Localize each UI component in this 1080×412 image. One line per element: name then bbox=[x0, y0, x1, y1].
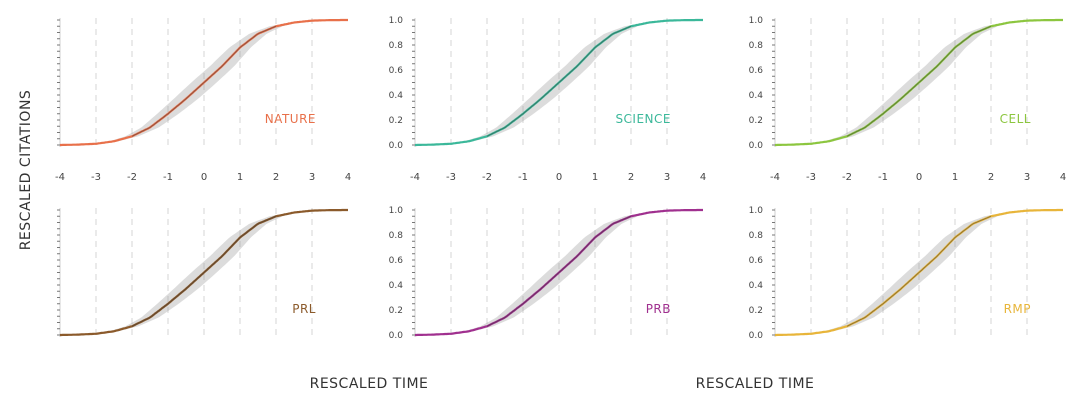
y-tick-label-prb: 0.0 bbox=[389, 331, 404, 341]
y-tick-label-rmp: 0.4 bbox=[749, 281, 764, 291]
x-tick-label-cell: -2 bbox=[842, 172, 852, 183]
x-tick-label-cell: 1 bbox=[952, 172, 958, 183]
y-tick-label-cell: 0.2 bbox=[749, 116, 763, 126]
y-tick-label-prb: 1.0 bbox=[389, 206, 404, 216]
series-core-rmp bbox=[846, 215, 992, 327]
x-tick-label-science: 4 bbox=[700, 172, 706, 183]
panel-prl: PRL bbox=[57, 208, 349, 337]
y-tick-label-cell: 0.0 bbox=[749, 141, 764, 151]
x-tick-label-nature: 2 bbox=[273, 172, 279, 183]
y-tick-label-rmp: 0.6 bbox=[749, 256, 764, 266]
x-tick-label-nature: 1 bbox=[237, 172, 243, 183]
x-tick-label-cell: -1 bbox=[878, 172, 888, 183]
y-tick-label-prb: 0.4 bbox=[389, 281, 404, 291]
x-tick-label-science: 0 bbox=[556, 172, 562, 183]
y-tick-label-rmp: 0.8 bbox=[749, 231, 764, 241]
x-tick-label-science: 2 bbox=[628, 172, 634, 183]
series-core-cell bbox=[846, 25, 992, 137]
series-core-prl bbox=[131, 215, 277, 327]
x-tick-label-science: -3 bbox=[446, 172, 456, 183]
panel-cell: 0.0 0.2 0.4 0.6 0.8 1.0 -4 -3 -2 -1 0 1 2 3 4 CELL bbox=[749, 16, 1067, 183]
y-tick-label-prb: 0.6 bbox=[389, 256, 404, 266]
panel-science: 0.0 0.2 0.4 0.6 0.8 1.0 -4 -3 -2 -1 0 1 2 3 4 SCIENCE bbox=[389, 16, 707, 183]
panel-label-cell: CELL bbox=[1000, 112, 1031, 126]
panel-label-prl: PRL bbox=[292, 302, 316, 316]
y-tick-label-cell: 0.6 bbox=[749, 66, 764, 76]
x-tick-label-cell: 2 bbox=[988, 172, 994, 183]
y-tick-label-prb: 0.2 bbox=[389, 306, 403, 316]
panels: -4 -3 -2 -1 0 1 2 3 4NATURE0.00.20.40.60.81.0-4-… bbox=[55, 16, 1066, 341]
x-tick-label-cell: -4 bbox=[770, 172, 780, 183]
panel-prb: 0.0 0.2 0.4 0.6 0.8 1.0 PRB bbox=[389, 206, 704, 341]
x-tick-label-nature: 0 bbox=[201, 172, 207, 183]
x-tick-label-cell: 3 bbox=[1024, 172, 1030, 183]
x-tick-label-nature: 3 bbox=[309, 172, 315, 183]
x-tick-label-cell: 4 bbox=[1060, 172, 1066, 183]
y-tick-label-science: 0.8 bbox=[389, 41, 404, 51]
series-core-nature bbox=[131, 25, 277, 137]
series-core-prb bbox=[486, 215, 632, 327]
x-tick-label-cell: -3 bbox=[806, 172, 816, 183]
x-tick-label-science: -4 bbox=[410, 172, 420, 183]
x-axis-title-right: RESCALED TIME bbox=[696, 376, 815, 392]
x-tick-label-nature: -1 bbox=[163, 172, 173, 183]
x-tick-label-science: 1 bbox=[592, 172, 598, 183]
y-tick-label-science: 0.2 bbox=[389, 116, 403, 126]
x-tick-label-science: 3 bbox=[664, 172, 670, 183]
x-tick-label-science: -2 bbox=[482, 172, 492, 183]
y-tick-label-rmp: 0.0 bbox=[749, 331, 764, 341]
panel-label-rmp: RMP bbox=[1004, 302, 1031, 316]
x-tick-label-nature: -3 bbox=[91, 172, 101, 183]
y-tick-label-cell: 0.8 bbox=[749, 41, 764, 51]
x-tick-label-cell: 0 bbox=[916, 172, 922, 183]
y-tick-label-science: 0.4 bbox=[389, 91, 404, 101]
y-tick-label-science: 1.0 bbox=[389, 16, 404, 26]
y-tick-label-science: 0.0 bbox=[389, 141, 404, 151]
panel-nature: -4 -3 -2 -1 0 1 2 3 4 NATURE bbox=[55, 18, 351, 183]
panel-label-nature: NATURE bbox=[265, 112, 316, 126]
x-tick-label-nature: -4 bbox=[55, 172, 65, 183]
panel-rmp: 0.0 0.2 0.4 0.6 0.8 1.0 RMP bbox=[749, 206, 1064, 341]
panel-label-prb: PRB bbox=[646, 302, 671, 316]
x-tick-label-nature: 4 bbox=[345, 172, 351, 183]
series-core-science bbox=[486, 25, 632, 137]
y-tick-label-science: 0.6 bbox=[389, 66, 404, 76]
y-tick-label-cell: 1.0 bbox=[749, 16, 764, 26]
panel-label-science: SCIENCE bbox=[615, 112, 671, 126]
y-tick-label-rmp: 1.0 bbox=[749, 206, 764, 216]
x-axis-title-left: RESCALED TIME bbox=[310, 376, 429, 392]
y-tick-label-cell: 0.4 bbox=[749, 91, 764, 101]
y-tick-label-prb: 0.8 bbox=[389, 231, 404, 241]
y-axis-title: RESCALED CITATIONS bbox=[18, 90, 34, 251]
x-tick-label-nature: -2 bbox=[127, 172, 137, 183]
x-tick-label-science: -1 bbox=[518, 172, 528, 183]
y-tick-label-rmp: 0.2 bbox=[749, 306, 763, 316]
